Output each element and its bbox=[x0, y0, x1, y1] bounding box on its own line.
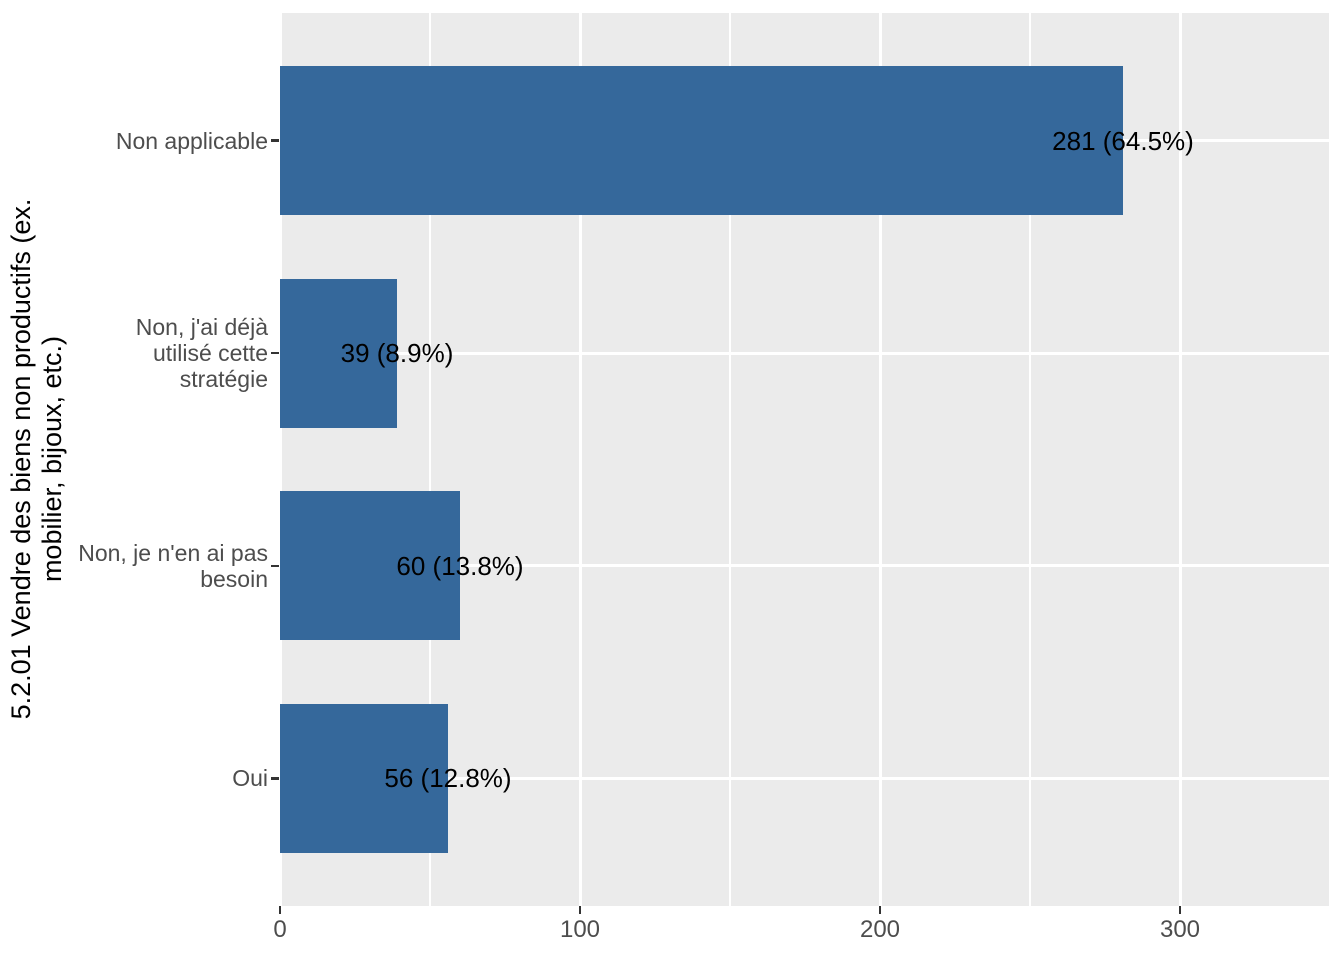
x-tick-label: 100 bbox=[559, 916, 601, 943]
gridline-major-x bbox=[1178, 13, 1182, 906]
gridline-major-x bbox=[280, 13, 282, 906]
y-axis-tick bbox=[271, 564, 279, 568]
gridline-minor-x bbox=[1029, 13, 1031, 906]
gridline-major-y bbox=[280, 564, 1330, 568]
bar-value-label: 39 (8.9%) bbox=[340, 338, 454, 369]
x-axis-tick bbox=[1178, 906, 1182, 914]
y-axis-title: 5.2.01 Vendre des biens non productifs (… bbox=[6, 199, 68, 720]
gridline-minor-x bbox=[429, 13, 431, 906]
bar bbox=[280, 491, 460, 641]
category-label: Non, je n'en ai pas besoin bbox=[78, 539, 268, 592]
bar-value-label: 56 (12.8%) bbox=[384, 763, 512, 794]
gridline-major-y bbox=[280, 351, 1330, 355]
bar bbox=[280, 704, 448, 853]
bar bbox=[280, 66, 1123, 215]
y-axis-tick bbox=[271, 777, 279, 780]
y-axis-title-line-2: mobilier, bijoux, etc.) bbox=[37, 335, 67, 583]
category-label: Oui bbox=[232, 765, 268, 792]
x-axis-tick bbox=[278, 906, 282, 914]
gridline-major-y bbox=[280, 776, 1330, 780]
gridline-major-x bbox=[578, 13, 582, 906]
x-tick-label: 200 bbox=[859, 916, 901, 943]
gridline-minor-x bbox=[729, 13, 731, 906]
bar bbox=[280, 278, 397, 428]
x-tick-label: 0 bbox=[273, 916, 287, 943]
x-axis-tick bbox=[878, 906, 882, 914]
category-label: Non applicable bbox=[115, 127, 268, 154]
gridline-minor-x bbox=[1329, 13, 1330, 906]
x-axis-tick bbox=[578, 906, 582, 914]
bar-value-label: 281 (64.5%) bbox=[1052, 125, 1194, 156]
y-axis-title-line-1: 5.2.01 Vendre des biens non productifs (… bbox=[6, 198, 36, 720]
y-axis-tick bbox=[271, 139, 279, 142]
bar-value-label: 60 (13.8%) bbox=[396, 550, 524, 581]
plot-panel: 281 (64.5%) 39 (8.9%) 60 (13.8%) 56 (12.8%) bbox=[280, 13, 1330, 906]
y-axis-tick bbox=[271, 351, 279, 355]
gridline-major-x bbox=[878, 13, 882, 906]
category-label: Non, j'ai déjà utilisé cette stratégie bbox=[135, 314, 268, 393]
x-tick-label: 300 bbox=[1159, 916, 1201, 943]
